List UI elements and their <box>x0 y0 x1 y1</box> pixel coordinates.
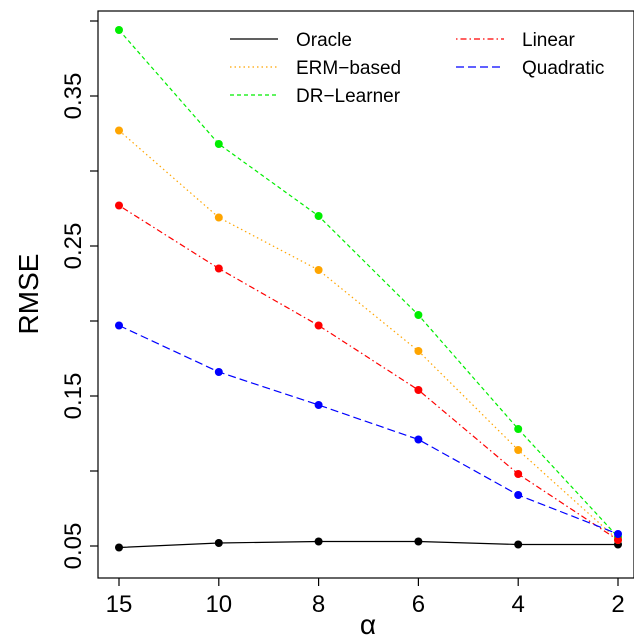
y-tick-label: 0.15 <box>60 373 87 420</box>
series-line-quadratic <box>118 324 619 535</box>
series-line-erm-based <box>118 130 619 541</box>
data-point <box>214 368 223 376</box>
data-point <box>414 435 423 444</box>
data-point <box>514 446 523 454</box>
x-tick-label: 15 <box>106 591 133 618</box>
x-tick-label: 6 <box>412 591 425 618</box>
data-point <box>314 537 323 546</box>
data-point <box>214 264 223 273</box>
plot-frame <box>97 10 634 579</box>
series-line-oracle <box>118 540 618 549</box>
legend-label: DR−Learner <box>296 86 401 107</box>
y-axis: 0.05 0.15 0.25 0.35 <box>60 20 98 570</box>
legend-label: Oracle <box>296 30 352 51</box>
y-tick-label: 0.05 <box>60 523 87 570</box>
data-point <box>214 140 223 148</box>
legend: Oracle ERM−based DR−Learner Linear Quadratic <box>230 30 604 107</box>
data-point <box>115 201 123 210</box>
data-point <box>514 491 523 499</box>
y-axis-title: RMSE <box>13 254 44 335</box>
x-axis-title: α <box>360 609 376 640</box>
data-point <box>314 212 323 220</box>
series-line-linear <box>118 204 619 541</box>
x-tick-label: 4 <box>512 591 525 618</box>
data-point <box>514 470 523 478</box>
data-point <box>115 126 123 135</box>
data-point <box>115 321 123 330</box>
series-lines <box>118 29 619 549</box>
data-point <box>314 401 323 409</box>
data-point <box>314 321 323 330</box>
data-point <box>115 26 123 34</box>
series-line-dr-learner <box>118 29 619 538</box>
legend-label: ERM−based <box>296 58 401 79</box>
data-point <box>414 386 423 394</box>
data-point <box>115 543 123 552</box>
x-tick-label: 8 <box>312 591 325 618</box>
x-tick-label: 10 <box>205 591 232 618</box>
legend-label: Quadratic <box>522 58 604 79</box>
data-point <box>614 530 622 538</box>
series-points <box>115 26 622 552</box>
data-point <box>214 213 223 222</box>
data-point <box>414 537 423 546</box>
data-point <box>214 539 223 547</box>
y-tick-label: 0.35 <box>60 73 87 120</box>
x-tick-label: 2 <box>611 591 624 618</box>
data-point <box>414 347 423 355</box>
data-point <box>514 425 523 433</box>
data-point <box>614 536 622 544</box>
y-tick-label: 0.25 <box>60 223 87 270</box>
data-point <box>414 311 423 319</box>
x-axis: 15 10 8 6 4 2 <box>106 578 625 618</box>
data-point <box>314 266 323 274</box>
legend-label: Linear <box>522 30 575 51</box>
data-point <box>514 540 523 549</box>
